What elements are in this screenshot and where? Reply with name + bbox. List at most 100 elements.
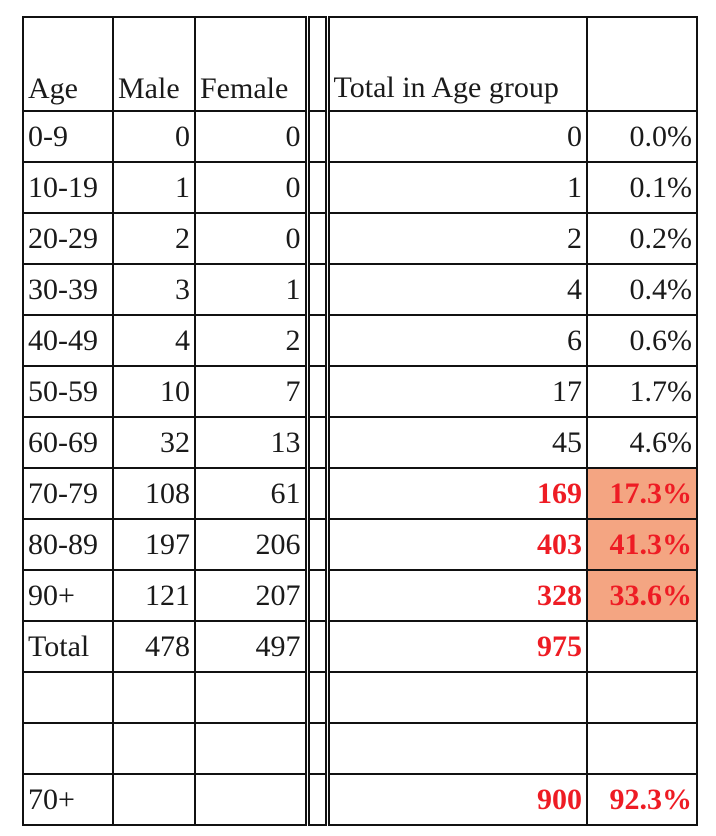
- table-row: 10-19 1 0 1 0.1%: [22, 161, 698, 214]
- cell-female: 0: [194, 161, 308, 214]
- summary-row-70-plus: 70+ 900 92.3%: [22, 773, 698, 826]
- column-separator: [304, 722, 330, 775]
- column-separator: [304, 161, 330, 214]
- cell-percent-highlighted: 33.6%: [586, 569, 698, 622]
- cell-male: 3: [112, 263, 196, 316]
- cell-male: 121: [112, 569, 196, 622]
- cell-total: 2: [326, 212, 588, 265]
- cell-age: 60-69: [22, 416, 114, 469]
- cell-male: 0: [112, 110, 196, 163]
- cell-total-highlighted: 328: [326, 569, 588, 622]
- table-row: 40-49 4 2 6 0.6%: [22, 314, 698, 367]
- cell-female: 1: [194, 263, 308, 316]
- cell-female: [194, 671, 308, 724]
- cell-percent: [586, 722, 698, 775]
- column-separator: [304, 110, 330, 163]
- column-separator: [304, 620, 330, 673]
- column-separator: [304, 416, 330, 469]
- cell-male: [112, 722, 196, 775]
- cell-female: [194, 722, 308, 775]
- cell-female: 497: [194, 620, 308, 673]
- cell-age: [22, 671, 114, 724]
- cell-female: 206: [194, 518, 308, 571]
- cell-male: 197: [112, 518, 196, 571]
- cell-total: [326, 671, 588, 724]
- table-row: 60-69 32 13 45 4.6%: [22, 416, 698, 469]
- empty-row: [22, 671, 698, 724]
- cell-total: 45: [326, 416, 588, 469]
- cell-female: [194, 773, 308, 826]
- cell-percent: [586, 671, 698, 724]
- cell-percent: 0.4%: [586, 263, 698, 316]
- header-female: Female: [194, 16, 308, 112]
- cell-male: 478: [112, 620, 196, 673]
- cell-percent: 0.1%: [586, 161, 698, 214]
- table-row: 90+ 121 207 328 33.6%: [22, 569, 698, 622]
- cell-total: 6: [326, 314, 588, 367]
- cell-age: 90+: [22, 569, 114, 622]
- column-separator: [304, 314, 330, 367]
- header-row: Age Male Female Total in Age group: [22, 16, 698, 112]
- cell-male: 108: [112, 467, 196, 520]
- cell-percent: 0.0%: [586, 110, 698, 163]
- cell-female: 7: [194, 365, 308, 418]
- cell-age: 20-29: [22, 212, 114, 265]
- column-separator: [304, 671, 330, 724]
- cell-male: [112, 773, 196, 826]
- cell-age: 40-49: [22, 314, 114, 367]
- cell-percent-highlighted: 17.3%: [586, 467, 698, 520]
- cell-percent-highlighted: 41.3%: [586, 518, 698, 571]
- cell-female: 0: [194, 110, 308, 163]
- column-separator: [304, 773, 330, 826]
- cell-total-highlighted: 169: [326, 467, 588, 520]
- cell-total: 4: [326, 263, 588, 316]
- column-separator: [304, 365, 330, 418]
- cell-total: [326, 722, 588, 775]
- table-row: 30-39 3 1 4 0.4%: [22, 263, 698, 316]
- cell-total-highlighted: 403: [326, 518, 588, 571]
- cell-age: 70+: [22, 773, 114, 826]
- cell-total-highlighted: 900: [326, 773, 588, 826]
- cell-total-highlighted: 975: [326, 620, 588, 673]
- cell-total: 0: [326, 110, 588, 163]
- table-row: 50-59 10 7 17 1.7%: [22, 365, 698, 418]
- header-age: Age: [22, 16, 114, 112]
- header-percent: [586, 16, 698, 112]
- total-row: Total 478 497 975: [22, 620, 698, 673]
- empty-row: [22, 722, 698, 775]
- cell-age: 0-9: [22, 110, 114, 163]
- cell-male: 1: [112, 161, 196, 214]
- cell-age: 30-39: [22, 263, 114, 316]
- header-male: Male: [112, 16, 196, 112]
- table-row: 80-89 197 206 403 41.3%: [22, 518, 698, 571]
- column-separator: [304, 16, 330, 112]
- cell-female: 0: [194, 212, 308, 265]
- cell-female: 61: [194, 467, 308, 520]
- column-separator: [304, 467, 330, 520]
- table-row: 0-9 0 0 0 0.0%: [22, 110, 698, 163]
- header-total-in-age-group: Total in Age group: [326, 16, 588, 112]
- cell-female: 2: [194, 314, 308, 367]
- cell-percent: 0.6%: [586, 314, 698, 367]
- table-row: 70-79 108 61 169 17.3%: [22, 467, 698, 520]
- cell-age: 80-89: [22, 518, 114, 571]
- cell-male: [112, 671, 196, 724]
- cell-male: 10: [112, 365, 196, 418]
- cell-total: 17: [326, 365, 588, 418]
- cell-percent: 4.6%: [586, 416, 698, 469]
- cell-female: 207: [194, 569, 308, 622]
- cell-age: 50-59: [22, 365, 114, 418]
- cell-male: 4: [112, 314, 196, 367]
- cell-percent-highlighted: 92.3%: [586, 773, 698, 826]
- cell-male: 32: [112, 416, 196, 469]
- table-row: 20-29 2 0 2 0.2%: [22, 212, 698, 265]
- column-separator: [304, 263, 330, 316]
- cell-percent: 1.7%: [586, 365, 698, 418]
- cell-age: 10-19: [22, 161, 114, 214]
- column-separator: [304, 518, 330, 571]
- cell-male: 2: [112, 212, 196, 265]
- cell-total: 1: [326, 161, 588, 214]
- cell-percent: [586, 620, 698, 673]
- cell-female: 13: [194, 416, 308, 469]
- column-separator: [304, 212, 330, 265]
